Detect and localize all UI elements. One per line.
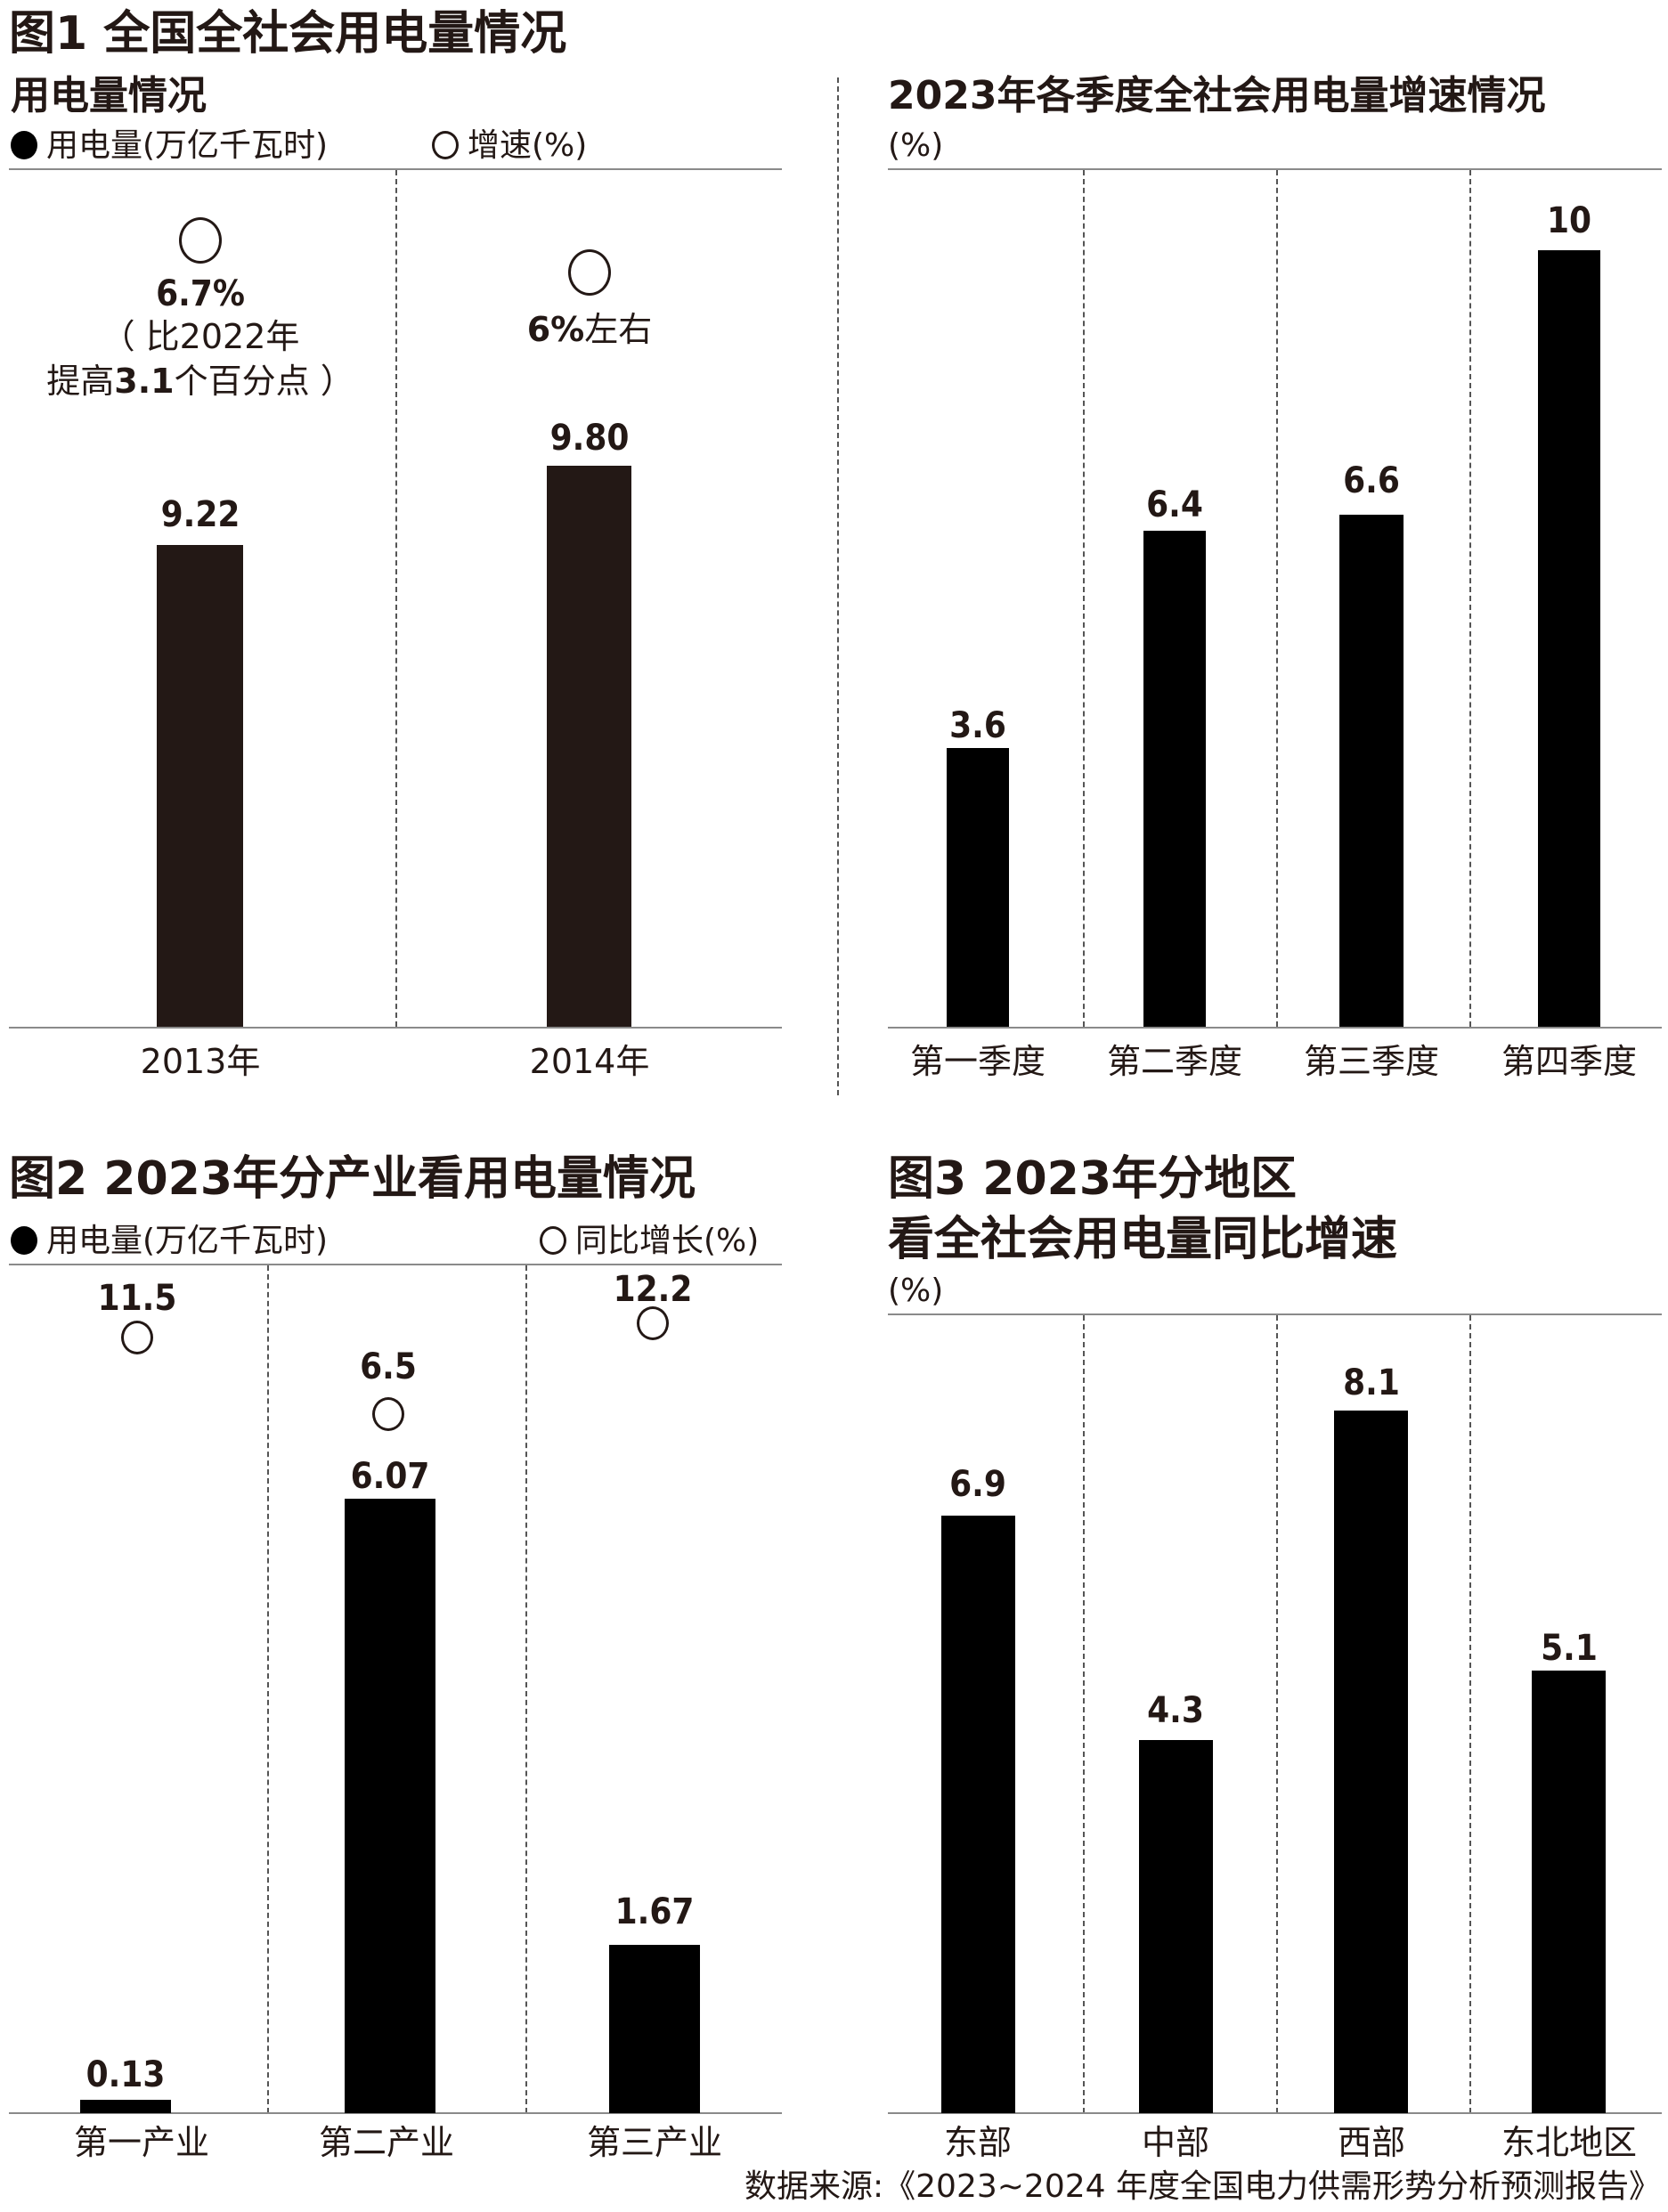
fig3-bar-east <box>941 1516 1015 2113</box>
fig3-title-line1: 图3 2023年分地区 <box>888 1152 1298 1206</box>
fig2-xlabel-secondary: 第二产业 <box>318 2123 455 2162</box>
fig1-growth-2013-note1: （ 比2022年 <box>101 317 300 356</box>
fig2-value-primary: 0.13 <box>85 2054 166 2095</box>
fig1-legend-2: 增速(%) <box>432 130 587 162</box>
fig3-bar-west <box>1334 1411 1408 2113</box>
fig-quarterly-value-q3: 6.6 <box>1343 460 1400 501</box>
fig1-growth-2014: 6%左右 <box>526 310 653 349</box>
fig1-bar-2013 <box>157 545 243 1027</box>
fig3-value-west: 8.1 <box>1343 1362 1400 1403</box>
fig2-value-tertiary: 1.67 <box>614 1891 695 1932</box>
fig3-title-line2: 看全社会用电量同比增速 <box>888 1213 1398 1266</box>
fig3-value-east: 6.9 <box>949 1464 1006 1505</box>
growth-circle-icon <box>372 1397 404 1431</box>
fig1-baseline <box>9 1027 782 1029</box>
growth-circle-icon <box>568 249 611 296</box>
fig2-bar-primary <box>80 2100 171 2113</box>
fig2-title: 图2 2023年分产业看用电量情况 <box>9 1152 696 1206</box>
fig-quarterly-top-line <box>888 168 1662 170</box>
fig3-divider <box>1276 1315 1278 2113</box>
fig2-baseline <box>9 2112 782 2114</box>
fig-quarterly-xlabel-q3: 第三季度 <box>1303 1042 1440 1081</box>
fig2-value-secondary: 6.07 <box>350 1456 430 1497</box>
fig-quarterly-divider <box>1469 170 1471 1027</box>
fig-quarterly-xlabel-q2: 第二季度 <box>1106 1042 1243 1081</box>
fig2-legend: 用电量(万亿千瓦时) <box>11 1225 328 1257</box>
fig2-bar-tertiary <box>609 1945 700 2113</box>
fig-quarterly-bar-q2 <box>1143 531 1206 1027</box>
fig2-growth-tertiary: 12.2 <box>613 1269 693 1310</box>
fig1-bar-2014 <box>547 466 631 1027</box>
fig2-xlabel-primary: 第一产业 <box>73 2123 210 2162</box>
hollow-circle-icon <box>540 1226 566 1255</box>
fig3-top-line <box>888 1313 1662 1315</box>
fig-quarterly-value-q1: 3.6 <box>949 705 1006 746</box>
fig3-value-northeast: 5.1 <box>1541 1628 1598 1669</box>
growth-circle-icon <box>121 1321 153 1354</box>
fig3-xlabel-east: 东部 <box>943 2123 1013 2162</box>
fig-quarterly-value-q4: 10 <box>1546 200 1592 241</box>
fig2-legend-bar: 用电量(万亿千瓦时) <box>46 1223 329 1259</box>
fig-quarterly-baseline <box>888 1027 1662 1029</box>
fig3-value-central: 4.3 <box>1147 1690 1204 1731</box>
fig-quarterly-divider <box>1276 170 1278 1027</box>
fig2-growth-primary: 11.5 <box>97 1278 177 1319</box>
fig1-value-2014: 9.80 <box>549 418 630 459</box>
filled-circle-icon <box>11 131 37 159</box>
fig-quarterly-title: 2023年各季度全社会用电量增速情况 <box>888 73 1546 118</box>
fig3-divider <box>1083 1315 1085 2113</box>
fig1-divider <box>395 170 397 1027</box>
fig1-growth-2013: 6.7% <box>156 273 245 314</box>
fig3-xlabel-central: 中部 <box>1141 2123 1210 2162</box>
fig3-divider <box>1469 1315 1471 2113</box>
fig1-subtitle: 用电量情况 <box>11 73 207 118</box>
fig1-legend-circle: 增速(%) <box>468 127 588 164</box>
fig2-legend-2: 同比增长(%) <box>540 1225 759 1257</box>
growth-circle-icon <box>179 217 222 264</box>
growth-circle-icon <box>637 1306 669 1340</box>
fig-quarterly-value-q2: 6.4 <box>1146 484 1203 525</box>
fig2-legend-circle: 同比增长(%) <box>575 1223 760 1259</box>
fig1-xlabel-2014: 2014年 <box>529 1042 650 1081</box>
fig2-growth-secondary: 6.5 <box>360 1346 417 1387</box>
fig1-title: 图1 全国全社会用电量情况 <box>9 7 567 61</box>
fig2-bar-secondary <box>345 1499 435 2113</box>
fig-quarterly-xlabel-q4: 第四季度 <box>1501 1042 1638 1081</box>
fig1-growth-2013-note2: 提高3.1个百分点 ） <box>46 362 354 401</box>
fig2-xlabel-tertiary: 第三产业 <box>586 2123 723 2162</box>
center-divider <box>837 77 839 1095</box>
fig2-divider <box>525 1265 527 2113</box>
fig-quarterly-divider <box>1083 170 1085 1027</box>
fig2-divider <box>267 1265 269 2113</box>
fig1-top-line <box>9 168 782 170</box>
fig3-bar-central <box>1139 1740 1213 2113</box>
data-source: 数据来源:《2023~2024 年度全国电力供需形势分析预测报告》 <box>744 2168 1661 2205</box>
fig3-xlabel-northeast: 东北地区 <box>1501 2123 1638 2162</box>
fig3-baseline <box>888 2112 1662 2114</box>
fig1-legend-bar: 用电量(万亿千瓦时) <box>46 127 329 164</box>
hollow-circle-icon <box>432 131 459 159</box>
fig2-top-line <box>9 1264 782 1265</box>
fig1-legend: 用电量(万亿千瓦时) <box>11 130 328 162</box>
filled-circle-icon <box>11 1226 37 1255</box>
fig3-bar-northeast <box>1532 1671 1606 2113</box>
fig-quarterly-unit: (%) <box>888 127 944 164</box>
fig1-value-2013: 9.22 <box>160 494 240 535</box>
fig-quarterly-bar-q4 <box>1538 250 1600 1027</box>
fig-quarterly-bar-q3 <box>1339 515 1404 1027</box>
fig1-xlabel-2013: 2013年 <box>140 1042 261 1081</box>
fig-quarterly-xlabel-q1: 第一季度 <box>909 1042 1046 1081</box>
fig3-unit: (%) <box>888 1273 944 1309</box>
fig3-xlabel-west: 西部 <box>1337 2123 1406 2162</box>
fig-quarterly-bar-q1 <box>947 748 1009 1027</box>
